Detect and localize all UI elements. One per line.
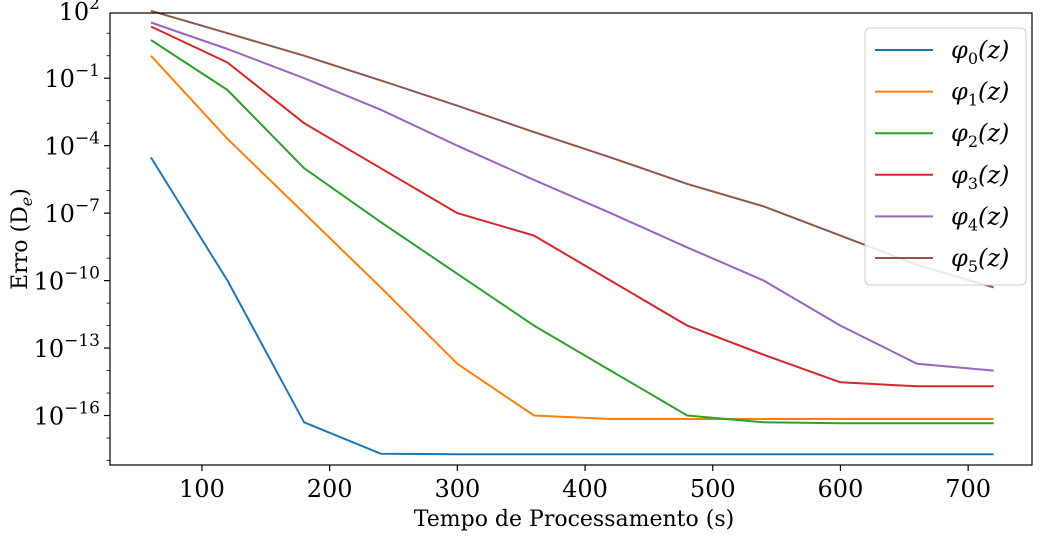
x-tick-label: 200 (307, 475, 353, 503)
y-axis-label-subscript: e (17, 197, 36, 206)
legend-entry-5: φ5(z) (951, 244, 1009, 276)
y-tick-label: 10−1 (44, 61, 100, 93)
x-tick-label: 300 (434, 475, 480, 503)
x-axis-label: Tempo de Processamento (s) (414, 507, 734, 532)
legend: φ0(z) φ1(z) φ2(z) φ3(z) φ4(z) φ5(z) (864, 27, 1027, 286)
axes-frame (109, 12, 1033, 466)
y-tick-label: 102 (59, 0, 100, 26)
x-tick-label: 500 (690, 475, 736, 503)
x-tick-label: 600 (818, 475, 864, 503)
y-axis-label-close: ) (8, 188, 33, 197)
x-axis-ticks: 100 200 300 400 500 600 700 (179, 465, 991, 503)
series-line-2 (150, 39, 994, 425)
series-line-5 (150, 9, 994, 289)
series-line-1 (150, 55, 994, 420)
legend-entry-0: φ0(z) (951, 36, 1009, 68)
y-tick-label: 10−13 (34, 331, 100, 363)
y-tick-label: 10−16 (34, 399, 100, 431)
legend-entry-4: φ4(z) (951, 202, 1009, 234)
y-axis-label: Erro (De) (8, 188, 36, 290)
plot-area (150, 9, 994, 456)
x-tick-label: 400 (562, 475, 608, 503)
legend-entry-3: φ3(z) (951, 161, 1009, 193)
legend-entry-2: φ2(z) (951, 119, 1009, 151)
y-tick-label: 10−10 (34, 264, 100, 296)
legend-entry-1: φ1(z) (951, 78, 1009, 110)
y-tick-label: 10−4 (44, 129, 100, 161)
y-axis-ticks: 102 10−1 10−4 10−7 10−10 10−13 10−16 (34, 0, 110, 461)
x-tick-label: 700 (945, 475, 991, 503)
series-line-3 (150, 25, 994, 388)
series-line-4 (150, 21, 994, 372)
x-tick-label: 100 (179, 475, 225, 503)
y-tick-label: 10−7 (44, 196, 100, 228)
series-line-0 (150, 156, 994, 456)
y-axis-label-main: Erro (D (8, 206, 33, 290)
